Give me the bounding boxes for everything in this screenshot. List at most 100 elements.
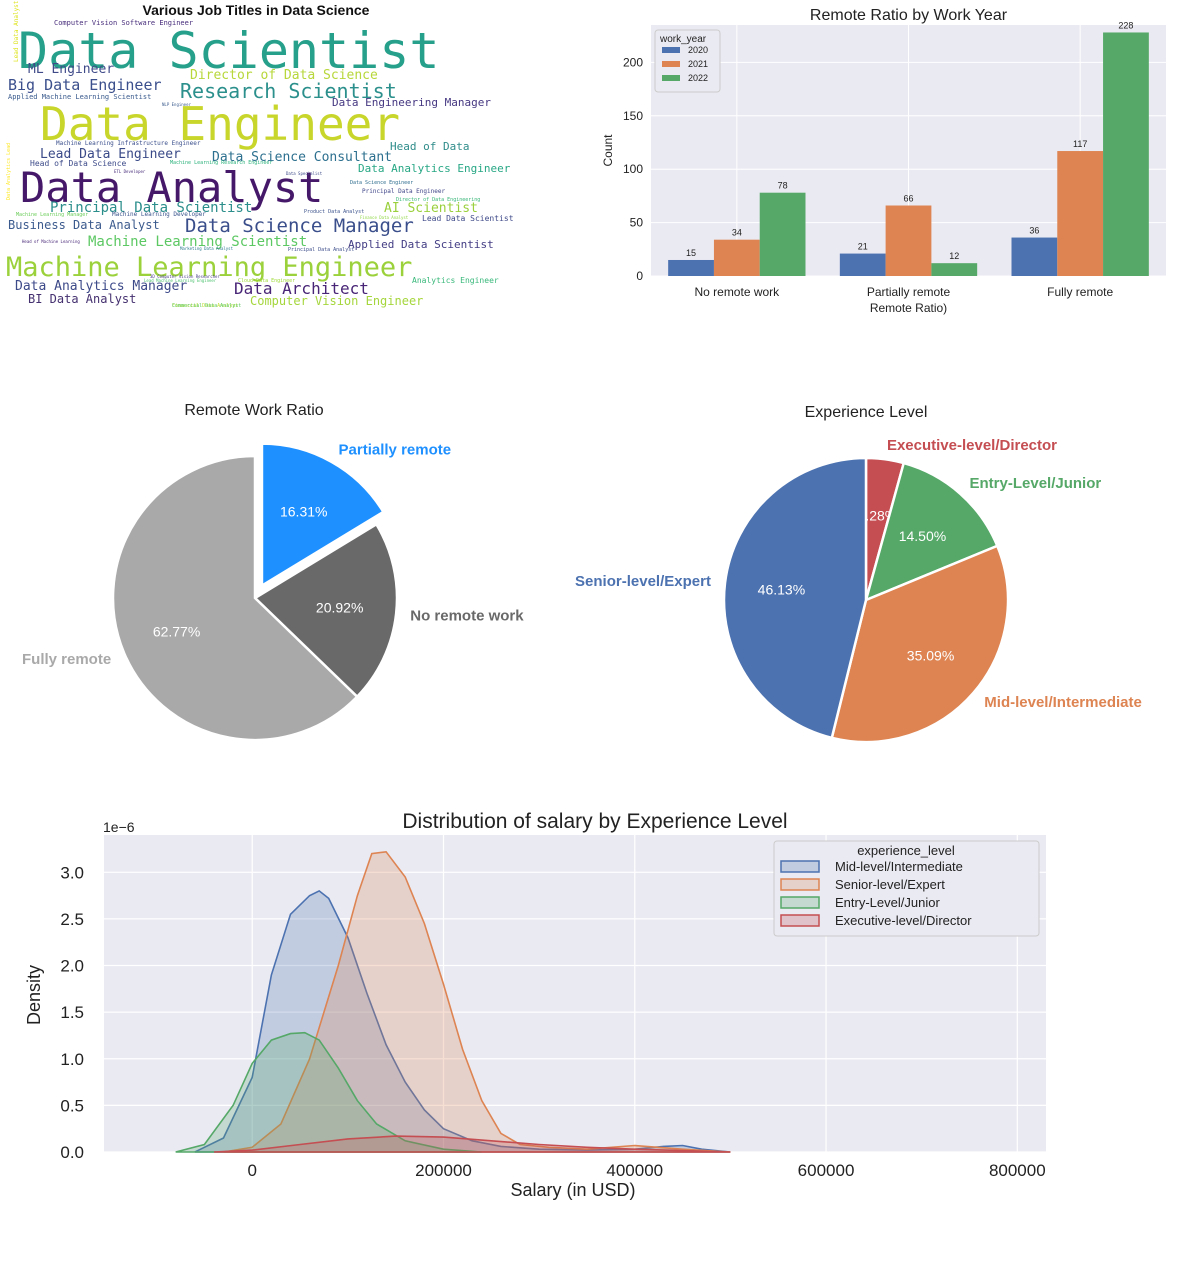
wordcloud-word: Data Engineer [40,97,400,151]
legend-swatch [662,47,680,53]
wordcloud-word: Data Analytics Engineer [358,162,511,175]
x-tick-label: 800000 [989,1161,1046,1180]
x-tick-label: Fully remote [1047,285,1113,299]
remote-work-pie-panel: Remote Work Ratio 16.31% Partially remote 2… [0,390,560,760]
pie-category-label: Partially remote [339,441,452,458]
bar-value-label: 12 [949,251,959,261]
wordcloud-word: Business Data Analyst [8,218,160,232]
remote-ratio-bar-chart: 0 50 100 150 200 15 34 78 No remote work 21 66 12 Pa… [601,7,1166,315]
legend-label: Executive-level/Director [835,913,972,928]
pie-pct-label: 20.92% [316,599,363,615]
wordcloud-word: Lead Data Engineer [40,147,181,162]
y-offset-text: 1e−6 [103,819,135,835]
wordcloud-word: Product Data Analyst [304,209,364,215]
wordcloud-word: Finance Data Analyst [360,215,409,220]
wordcloud-word: Machine Learning Research Engineer [170,160,272,166]
wordcloud-word: Principal Data Scientist [50,200,252,216]
legend-swatch [662,75,680,81]
wordcloud-word: Head of Data Science [30,159,127,168]
wordcloud-chart: Various Job Titles in Data Science Data S… [6,0,552,309]
y-tick-label: 0.0 [60,1143,84,1162]
pie-slice [260,442,386,588]
legend-title: experience_level [857,843,955,858]
wordcloud-word: Head of Data [390,140,469,153]
legend-swatch [780,896,820,909]
bar-2021 [713,239,760,276]
pie-category-label: Entry-Level/Junior [970,475,1102,492]
wordcloud-word: Financial Data Analyst [172,303,238,309]
x-tick-label: Partially remote [867,285,951,299]
pie-category-label: Executive-level/Director [887,437,1057,454]
pie-pct-label: 62.77% [153,623,200,639]
wordcloud-word: Applied Machine Learning Scientist [8,93,151,101]
x-axis-label: Remote Ratio) [870,301,947,315]
bar-value-label: 21 [858,242,868,252]
wordcloud-word: Director of Data Science [190,68,378,83]
bar-value-label: 78 [778,181,788,191]
y-tick-label: 1.0 [60,1050,84,1069]
x-tick-label: 600000 [798,1161,855,1180]
wordcloud-word: Machine Learning Engineer [6,252,412,283]
bar-value-label: 228 [1118,20,1133,30]
wordcloud-word: Machine Learning Scientist [88,234,307,250]
remote-ratio-bar-panel: 0 50 100 150 200 15 34 78 No remote work 21 66 12 Pa… [560,0,1180,330]
y-tick-label: 100 [623,162,643,176]
wordcloud-word: Machine Learning Infrastructure Engineer [56,140,201,147]
wordcloud-word: Principal Data Analyst [288,247,354,253]
y-axis-label: Count [601,134,615,167]
x-tick-label: 0 [247,1161,256,1180]
pie-pct-label: 35.09% [907,648,954,664]
pie-category-label: Senior-level/Expert [575,573,711,590]
wordcloud-word: NLP Engineer [162,102,191,107]
wordcloud-word: Marketing Data Analyst [180,246,234,251]
x-tick-label: 200000 [415,1161,472,1180]
salary-kde-panel: 0.0 0.5 1.0 1.5 2.0 2.5 3.0 0 200000 400000 600000… [0,800,1185,1220]
legend-swatch [780,914,820,927]
y-tick-label: 2.0 [60,957,84,976]
legend-label: 2021 [688,59,708,69]
legend-label: 2022 [688,73,708,83]
pie-pct-label: 16.31% [280,503,327,519]
chart-title: Distribution of salary by Experience Lev… [402,810,787,833]
kde-curve [213,1135,731,1153]
y-tick-label: 200 [623,55,643,69]
wordcloud-word: 3D Computer Vision Researcher [150,274,220,279]
wordcloud-word: Principal Data Engineer [362,188,445,195]
wordcloud-word: Lead Data Scientist [422,214,514,223]
y-tick-label: 3.0 [60,863,84,882]
pie-pct-label: 14.50% [899,528,946,544]
legend-label: 2020 [688,45,708,55]
wordcloud-word: ETL Developer [114,169,146,174]
kde-curve [194,889,731,1153]
pie-slice [252,522,399,699]
wordcloud-word: Data Science Manager [185,215,414,237]
experience-pie-chart: Experience Level4.28%Executive-level/Dir… [575,404,1142,744]
y-tick-label: 50 [630,216,644,230]
legend-label: Entry-Level/Junior [835,895,940,910]
legend-swatch [780,878,820,891]
wordcloud-word: Lead Data Analyst [13,0,20,62]
chart-title: Experience Level [805,404,928,421]
wordcloud-word: Data Analytics Lead [6,143,12,200]
wordcloud-word: Big Data Engineer [8,76,162,94]
legend-swatch [662,61,680,67]
wordcloud-word: Cloud Data Engineer [238,278,295,284]
x-tick-label: No remote work [694,285,780,299]
pie-category-label: Mid-level/Intermediate [984,694,1142,711]
wordcloud-word: Data Specialist [286,171,323,176]
wordcloud-word: Applied Data Scientist [348,238,494,251]
pie-category-label: No remote work [410,607,524,624]
x-tick-label: 400000 [606,1161,663,1180]
pie-pct-label: 46.13% [758,582,805,598]
wordcloud-word: Data Analyst [20,163,323,212]
bar-value-label: 117 [1073,139,1087,149]
wordcloud-word: Lead Machine Learning Engineer [144,278,217,283]
wordcloud-word: Research Scientist [180,79,397,103]
wordcloud-word: Data Science Consultant [212,150,392,165]
legend-label: Mid-level/Intermediate [835,859,963,874]
wordcloud-word: Data Engineering Manager [332,96,491,109]
bar-2020 [1011,237,1058,276]
pie-slice [864,461,999,603]
y-tick-label: 1.5 [60,1003,84,1022]
bar-2020 [668,259,714,276]
